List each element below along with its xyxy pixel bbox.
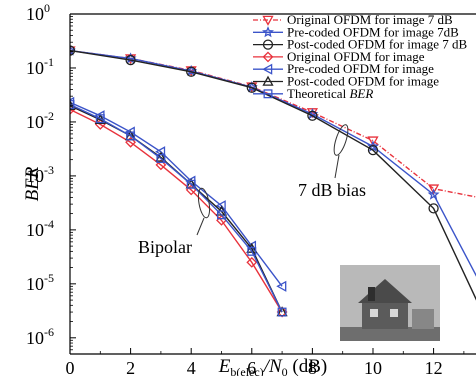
data-point xyxy=(427,184,440,195)
data-point xyxy=(126,131,136,141)
annotation-leader-bias xyxy=(334,154,340,179)
data-point xyxy=(245,80,258,93)
image-house-wall xyxy=(362,303,408,329)
x-tick-label: 12 xyxy=(425,358,443,376)
y-tick-label: 100 xyxy=(26,1,50,24)
data-point xyxy=(125,54,136,66)
house-image-thumbnail xyxy=(340,265,440,341)
data-point xyxy=(276,306,288,318)
data-point xyxy=(276,280,287,292)
data-point xyxy=(428,203,439,214)
data-point xyxy=(156,154,166,163)
series-line xyxy=(70,49,476,301)
y-tick-label: 10-4 xyxy=(26,217,54,240)
annotation-layer: 7 dB bias Bipolar xyxy=(138,124,366,257)
annotation-label-bias: 7 dB bias xyxy=(298,180,366,200)
legend-label: Theoretical BER xyxy=(287,86,373,101)
data-point xyxy=(70,45,76,56)
x-tick-label: 8 xyxy=(308,358,317,376)
data-point xyxy=(186,179,196,189)
legend-label: Pre-coded OFDM for image xyxy=(287,61,434,76)
x-tick-label: 10 xyxy=(364,358,382,376)
series-6 xyxy=(70,100,287,317)
data-point xyxy=(185,64,198,76)
annotation-ellipse-bias xyxy=(333,124,349,156)
image-ground xyxy=(340,327,440,341)
legend-marker xyxy=(262,26,274,38)
data-point xyxy=(95,114,105,124)
legend-label: Pre-coded OFDM for image 7dB xyxy=(287,24,459,39)
y-tick-label: 10-1 xyxy=(26,55,54,78)
series-line xyxy=(70,108,283,313)
data-point xyxy=(277,307,287,317)
legend-marker xyxy=(262,51,274,63)
x-tick-label: 6 xyxy=(247,358,256,376)
series-1 xyxy=(70,44,476,277)
annotation-label-bipolar: Bipolar xyxy=(138,237,192,257)
x-tick-label: 2 xyxy=(126,358,135,376)
legend-marker xyxy=(262,75,274,86)
data-point xyxy=(125,136,137,148)
series-2 xyxy=(70,45,476,301)
image-window-right xyxy=(390,309,398,317)
legend-label: Original OFDM for image 7 dB xyxy=(287,12,453,27)
y-tick-label: 10-3 xyxy=(26,163,54,186)
x-tick-label: 0 xyxy=(66,358,75,376)
legend-label: Post-coded OFDM for image xyxy=(287,74,439,89)
y-tick-label: 10-6 xyxy=(26,325,54,348)
data-point xyxy=(70,44,76,56)
legend-label: Original OFDM for image xyxy=(287,49,425,64)
data-point xyxy=(217,210,226,220)
image-chimney xyxy=(368,287,375,301)
annotation-leader-bipolar xyxy=(196,217,205,236)
data-point xyxy=(427,188,440,200)
data-point xyxy=(247,246,257,256)
series-line xyxy=(70,103,283,313)
annotation-ellipse-bipolar xyxy=(197,187,211,219)
data-point xyxy=(307,110,318,121)
data-point xyxy=(246,82,257,93)
series-layer xyxy=(70,44,476,318)
x-axis-title: Eb(elec)/N0 (dB) xyxy=(218,356,327,376)
legend-marker xyxy=(262,39,274,50)
legend-marker xyxy=(262,63,273,75)
data-point xyxy=(246,256,258,268)
data-point xyxy=(186,66,197,77)
x-tick-label: 4 xyxy=(187,358,196,376)
data-point xyxy=(367,145,379,156)
legend-marker xyxy=(262,15,274,26)
y-tick-label: 10-5 xyxy=(26,271,54,294)
series-line xyxy=(70,49,476,277)
y-tick-label: 10-2 xyxy=(26,109,54,132)
legend-marker xyxy=(263,89,273,99)
data-point xyxy=(367,136,379,147)
series-line xyxy=(70,101,283,287)
image-porch xyxy=(412,309,434,329)
y-axis-title: BER xyxy=(22,166,43,201)
data-point xyxy=(155,159,167,171)
axes: 10010-110-210-310-410-510-60246810121Eb(… xyxy=(22,1,476,376)
legend-label: Post-coded OFDM for image 7 dB xyxy=(287,37,468,52)
image-window-left xyxy=(370,309,378,317)
data-point xyxy=(367,140,379,152)
